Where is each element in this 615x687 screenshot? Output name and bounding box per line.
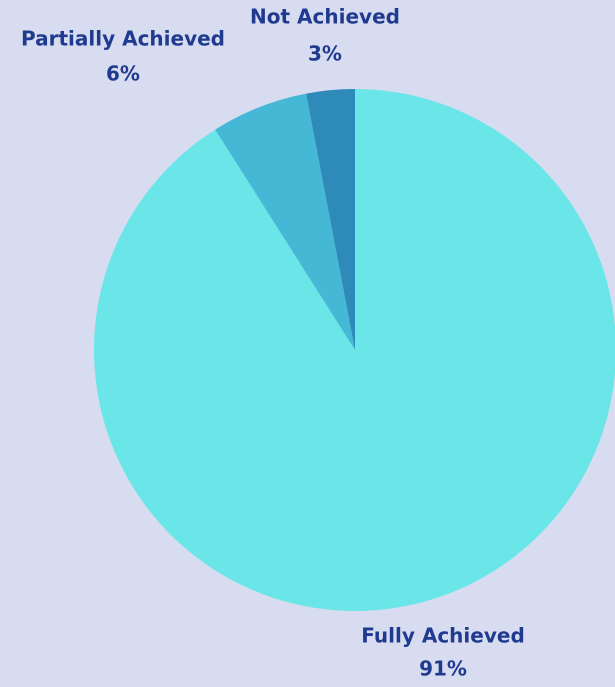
slice-label: Partially Achieved	[21, 27, 225, 51]
pie-slice	[215, 93, 355, 351]
pie-slice	[306, 89, 355, 350]
slice-value: 3%	[308, 42, 342, 66]
pie-slice	[94, 89, 615, 611]
slice-label: Not Achieved	[250, 5, 400, 29]
slice-value: 91%	[419, 657, 467, 681]
slice-label: Fully Achieved	[361, 624, 525, 648]
slice-value: 6%	[106, 62, 140, 86]
